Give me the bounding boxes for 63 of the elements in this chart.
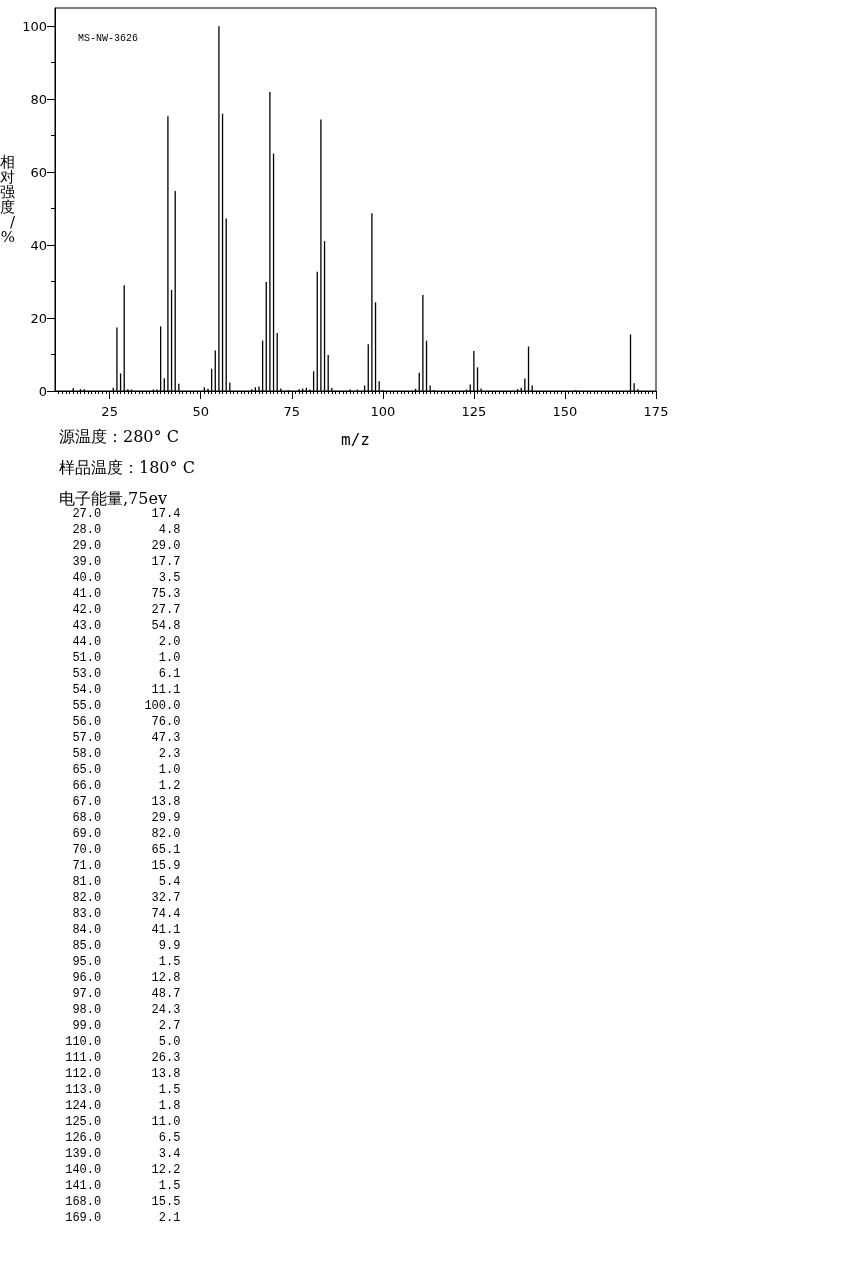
- y-tick-label: 20: [30, 310, 47, 326]
- text: 43.0 54.8: [71, 618, 181, 634]
- text: 169.0 2.1: [64, 1210, 181, 1226]
- text: 125.0 11.0: [64, 1114, 181, 1130]
- text: 28.0 4.8: [71, 522, 181, 538]
- text: 113.0 1.5: [64, 1082, 181, 1098]
- annotation: MS-NW-3626: [78, 32, 139, 44]
- text: 85.0 9.9: [71, 938, 181, 954]
- text: 58.0 2.3: [71, 746, 181, 762]
- text: 112.0 13.8: [64, 1066, 181, 1082]
- text: 98.0 24.3: [71, 1002, 181, 1018]
- text: 44.0 2.0: [71, 634, 181, 650]
- text: 139.0 3.4: [64, 1146, 181, 1162]
- y-tick-label: 100: [22, 18, 47, 34]
- text: 样品温度：180° C: [59, 457, 195, 479]
- text: 源温度：280° C: [59, 426, 180, 448]
- text: 56.0 76.0: [71, 714, 181, 730]
- text: 42.0 27.7: [71, 602, 181, 618]
- text: 55.0 100.0: [71, 698, 181, 714]
- text: 66.0 1.2: [71, 778, 181, 794]
- text: 29.0 29.0: [71, 538, 181, 554]
- text: 69.0 82.0: [71, 826, 181, 842]
- text: 53.0 6.1: [71, 666, 181, 682]
- x-tick-label: 25: [101, 404, 118, 419]
- text: 168.0 15.5: [64, 1194, 181, 1210]
- text: 54.0 11.1: [71, 682, 181, 698]
- text: 99.0 2.7: [71, 1018, 181, 1034]
- text: 65.0 1.0: [71, 762, 181, 778]
- text: 70.0 65.1: [71, 842, 181, 858]
- text: 51.0 1.0: [71, 650, 181, 666]
- x-tick-label: 100: [370, 404, 396, 419]
- text: 84.0 41.1: [71, 922, 181, 938]
- x-tick-label: 175: [643, 404, 669, 419]
- y-tick-label: 60: [30, 164, 47, 180]
- text: 81.0 5.4: [71, 874, 181, 890]
- text: 97.0 48.7: [71, 986, 181, 1002]
- y-tick-label: 80: [30, 91, 47, 107]
- text: 67.0 13.8: [71, 794, 181, 810]
- text: 39.0 17.7: [71, 554, 181, 570]
- text: 57.0 47.3: [71, 730, 181, 746]
- text: 68.0 29.9: [71, 810, 181, 826]
- text: 83.0 74.4: [71, 906, 181, 922]
- text: 82.0 32.7: [71, 890, 181, 906]
- text: 71.0 15.9: [71, 858, 181, 874]
- text: 140.0 12.2: [64, 1162, 181, 1178]
- text: 41.0 75.3: [71, 586, 181, 602]
- text: 95.0 1.5: [71, 954, 181, 970]
- text: 124.0 1.8: [64, 1098, 181, 1114]
- x-tick-label: 150: [552, 404, 578, 419]
- y-axis-title: 相对强度/%: [0, 153, 16, 246]
- x-axis-title: m/z: [341, 429, 370, 449]
- y-tick-label: 0: [38, 383, 47, 399]
- x-tick-label: 75: [283, 404, 301, 419]
- x-tick-label: 125: [461, 404, 487, 419]
- text: 141.0 1.5: [64, 1178, 181, 1194]
- y-tick-label: 40: [30, 237, 47, 253]
- text: 96.0 12.8: [71, 970, 181, 986]
- text: 27.0 17.4: [71, 506, 181, 522]
- x-tick-label: 50: [192, 404, 209, 419]
- text: 111.0 26.3: [64, 1050, 181, 1066]
- text: 40.0 3.5: [71, 570, 181, 586]
- text: 110.0 5.0: [64, 1034, 181, 1050]
- text: 126.0 6.5: [64, 1130, 181, 1146]
